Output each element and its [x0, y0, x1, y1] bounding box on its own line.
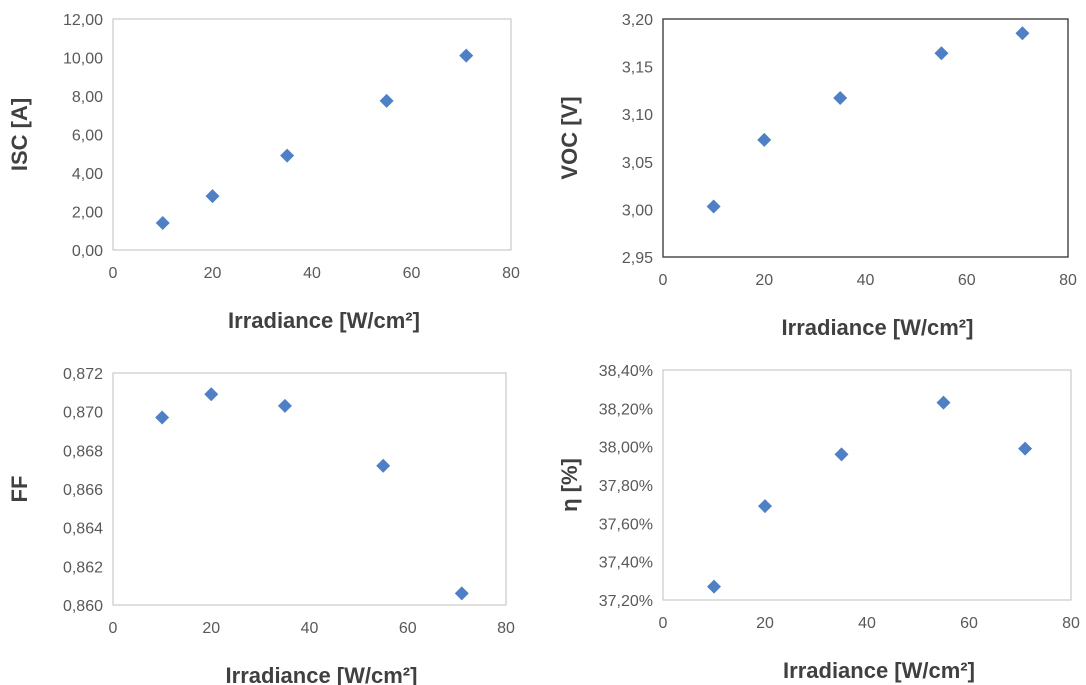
y-axis-title: η [%]: [557, 458, 582, 512]
y-tick-label: 8,00: [72, 89, 103, 106]
y-tick-label: 37,80%: [599, 478, 653, 495]
x-axis-title: Irradiance [W/cm²]: [226, 663, 418, 685]
data-point: [204, 387, 219, 402]
y-tick-label: 0,00: [72, 243, 103, 260]
x-tick-label: 80: [497, 620, 515, 637]
y-axis-title: FF: [7, 476, 32, 503]
x-tick-label: 0: [659, 615, 668, 632]
data-point: [707, 579, 721, 594]
y-tick-label: 0,872: [63, 366, 103, 383]
y-tick-label: 4,00: [72, 166, 103, 183]
x-tick-label: 40: [857, 272, 875, 289]
plot-area-voc: [662, 18, 1069, 258]
chart-panel-isc: 0 20 40 60 80 0,00 2,00 4,00 6,00 8,00 10,00 12,00 I…: [7, 12, 520, 333]
x-tick-label: 80: [1059, 272, 1077, 289]
data-point: [833, 91, 848, 106]
y-tick-label: 0,866: [63, 482, 103, 499]
x-axis-title: Irradiance [W/cm²]: [782, 315, 974, 340]
y-tick-label: 37,20%: [599, 593, 653, 610]
data-point: [1015, 26, 1030, 41]
y-tick-label: 3,20: [622, 12, 653, 29]
y-axis-title: ISC [A]: [7, 98, 32, 171]
data-point: [834, 447, 849, 462]
x-tick-label: 20: [755, 272, 773, 289]
y-tick-label: 38,40%: [599, 363, 653, 380]
data-point: [706, 199, 721, 214]
y-tick-label: 0,870: [63, 405, 103, 422]
y-tick-label: 10,00: [63, 51, 103, 68]
y-tick-label: 3,05: [622, 155, 653, 172]
x-tick-label: 40: [303, 265, 321, 282]
x-axis-title: Irradiance [W/cm²]: [228, 308, 420, 333]
x-tick-label: 60: [958, 272, 976, 289]
y-tick-label: 2,95: [622, 250, 653, 267]
x-tick-label: 40: [858, 615, 876, 632]
x-tick-label: 0: [109, 620, 118, 637]
chart-panel-eta: 0 20 40 60 80 37,20% 37,40% 37,60% 37,80% 38,00% 3…: [557, 363, 1080, 683]
chart-panel-ff: 0 20 40 60 80 0,860 0,862 0,864 0,866 0,868 0,870 0…: [7, 366, 515, 685]
data-point: [758, 499, 772, 514]
y-tick-label: 0,864: [63, 521, 103, 538]
x-tick-label: 40: [301, 620, 319, 637]
y-tick-label: 0,868: [63, 443, 103, 460]
plot-area-isc: [112, 18, 512, 251]
data-point: [155, 410, 170, 425]
y-tick-label: 37,40%: [599, 555, 653, 572]
x-tick-label: 80: [1062, 615, 1080, 632]
x-tick-label: 0: [109, 265, 118, 282]
y-tick-label: 12,00: [63, 12, 103, 29]
data-point: [280, 148, 295, 163]
x-tick-label: 60: [960, 615, 978, 632]
x-axis-title: Irradiance [W/cm²]: [783, 658, 975, 683]
x-tick-label: 60: [403, 265, 421, 282]
y-axis-title: VOC [V]: [557, 96, 582, 179]
x-tick-label: 20: [202, 620, 220, 637]
y-tick-label: 3,00: [622, 202, 653, 219]
y-tick-label: 38,00%: [599, 440, 653, 457]
y-tick-label: 2,00: [72, 205, 103, 222]
data-point: [205, 189, 220, 204]
chart-panel-voc: 0 20 40 60 80 2,95 3,00 3,05 3,10 3,15 3,20 Irradia…: [557, 12, 1077, 340]
data-point: [379, 93, 394, 108]
data-point: [376, 458, 391, 473]
data-point: [459, 48, 474, 63]
plot-area-eta: [662, 369, 1072, 601]
y-tick-label: 38,20%: [599, 401, 653, 418]
y-tick-label: 0,862: [63, 559, 103, 576]
plot-area-ff: [112, 372, 507, 606]
data-point: [277, 398, 292, 413]
y-tick-label: 6,00: [72, 128, 103, 145]
y-tick-label: 3,15: [622, 60, 653, 77]
x-tick-label: 80: [502, 265, 520, 282]
data-point: [454, 586, 469, 601]
data-point: [155, 216, 170, 231]
data-point: [757, 132, 772, 147]
y-tick-label: 3,10: [622, 107, 653, 124]
x-tick-label: 20: [756, 615, 774, 632]
data-point: [1018, 441, 1033, 456]
data-point: [936, 395, 951, 410]
x-tick-label: 20: [204, 265, 222, 282]
x-tick-label: 0: [659, 272, 668, 289]
x-tick-label: 60: [399, 620, 417, 637]
y-tick-label: 37,60%: [599, 516, 653, 533]
data-point: [934, 46, 949, 61]
y-tick-label: 0,860: [63, 598, 103, 615]
